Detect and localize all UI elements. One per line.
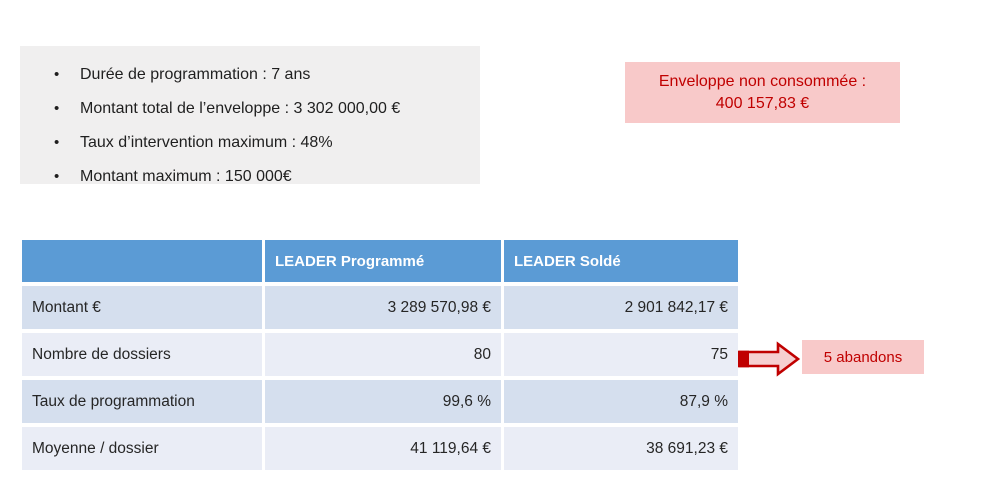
table-header-empty <box>22 240 262 282</box>
row-value-solde: 2 901 842,17 € <box>504 286 738 329</box>
table-header-programme: LEADER Programmé <box>265 240 501 282</box>
right-arrow-icon <box>738 341 801 377</box>
abandons-callout: 5 abandons <box>802 340 924 374</box>
leader-table: LEADER Programmé LEADER Soldé Montant € … <box>22 240 738 470</box>
row-label: Taux de programmation <box>22 380 262 423</box>
callout-line1: Enveloppe non consommée : <box>658 72 867 90</box>
row-value-solde: 75 <box>504 333 738 376</box>
row-value-programme: 41 119,64 € <box>265 427 501 470</box>
row-value-solde: 87,9 % <box>504 380 738 423</box>
bullet-item: Taux d’intervention maximum : 48% <box>38 126 470 160</box>
abandons-label: 5 abandons <box>823 348 903 366</box>
info-box: Durée de programmation : 7 ans Montant t… <box>20 46 480 194</box>
row-value-programme: 99,6 % <box>265 380 501 423</box>
bullet-item: Montant total de l’enveloppe : 3 302 000… <box>38 92 470 126</box>
row-value-programme: 3 289 570,98 € <box>265 286 501 329</box>
row-value-programme: 80 <box>265 333 501 376</box>
bullet-item: Durée de programmation : 7 ans <box>38 58 470 92</box>
bullet-item: Montant maximum : 150 000€ <box>38 160 470 194</box>
row-label: Nombre de dossiers <box>22 333 262 376</box>
table-header-solde: LEADER Soldé <box>504 240 738 282</box>
row-label: Montant € <box>22 286 262 329</box>
row-label: Moyenne / dossier <box>22 427 262 470</box>
callout-line2: 400 157,83 € <box>715 94 810 112</box>
row-value-solde: 38 691,23 € <box>504 427 738 470</box>
bullet-list: Durée de programmation : 7 ans Montant t… <box>38 58 470 194</box>
unconsumed-envelope-callout: Enveloppe non consommée : 400 157,83 € <box>625 62 900 123</box>
